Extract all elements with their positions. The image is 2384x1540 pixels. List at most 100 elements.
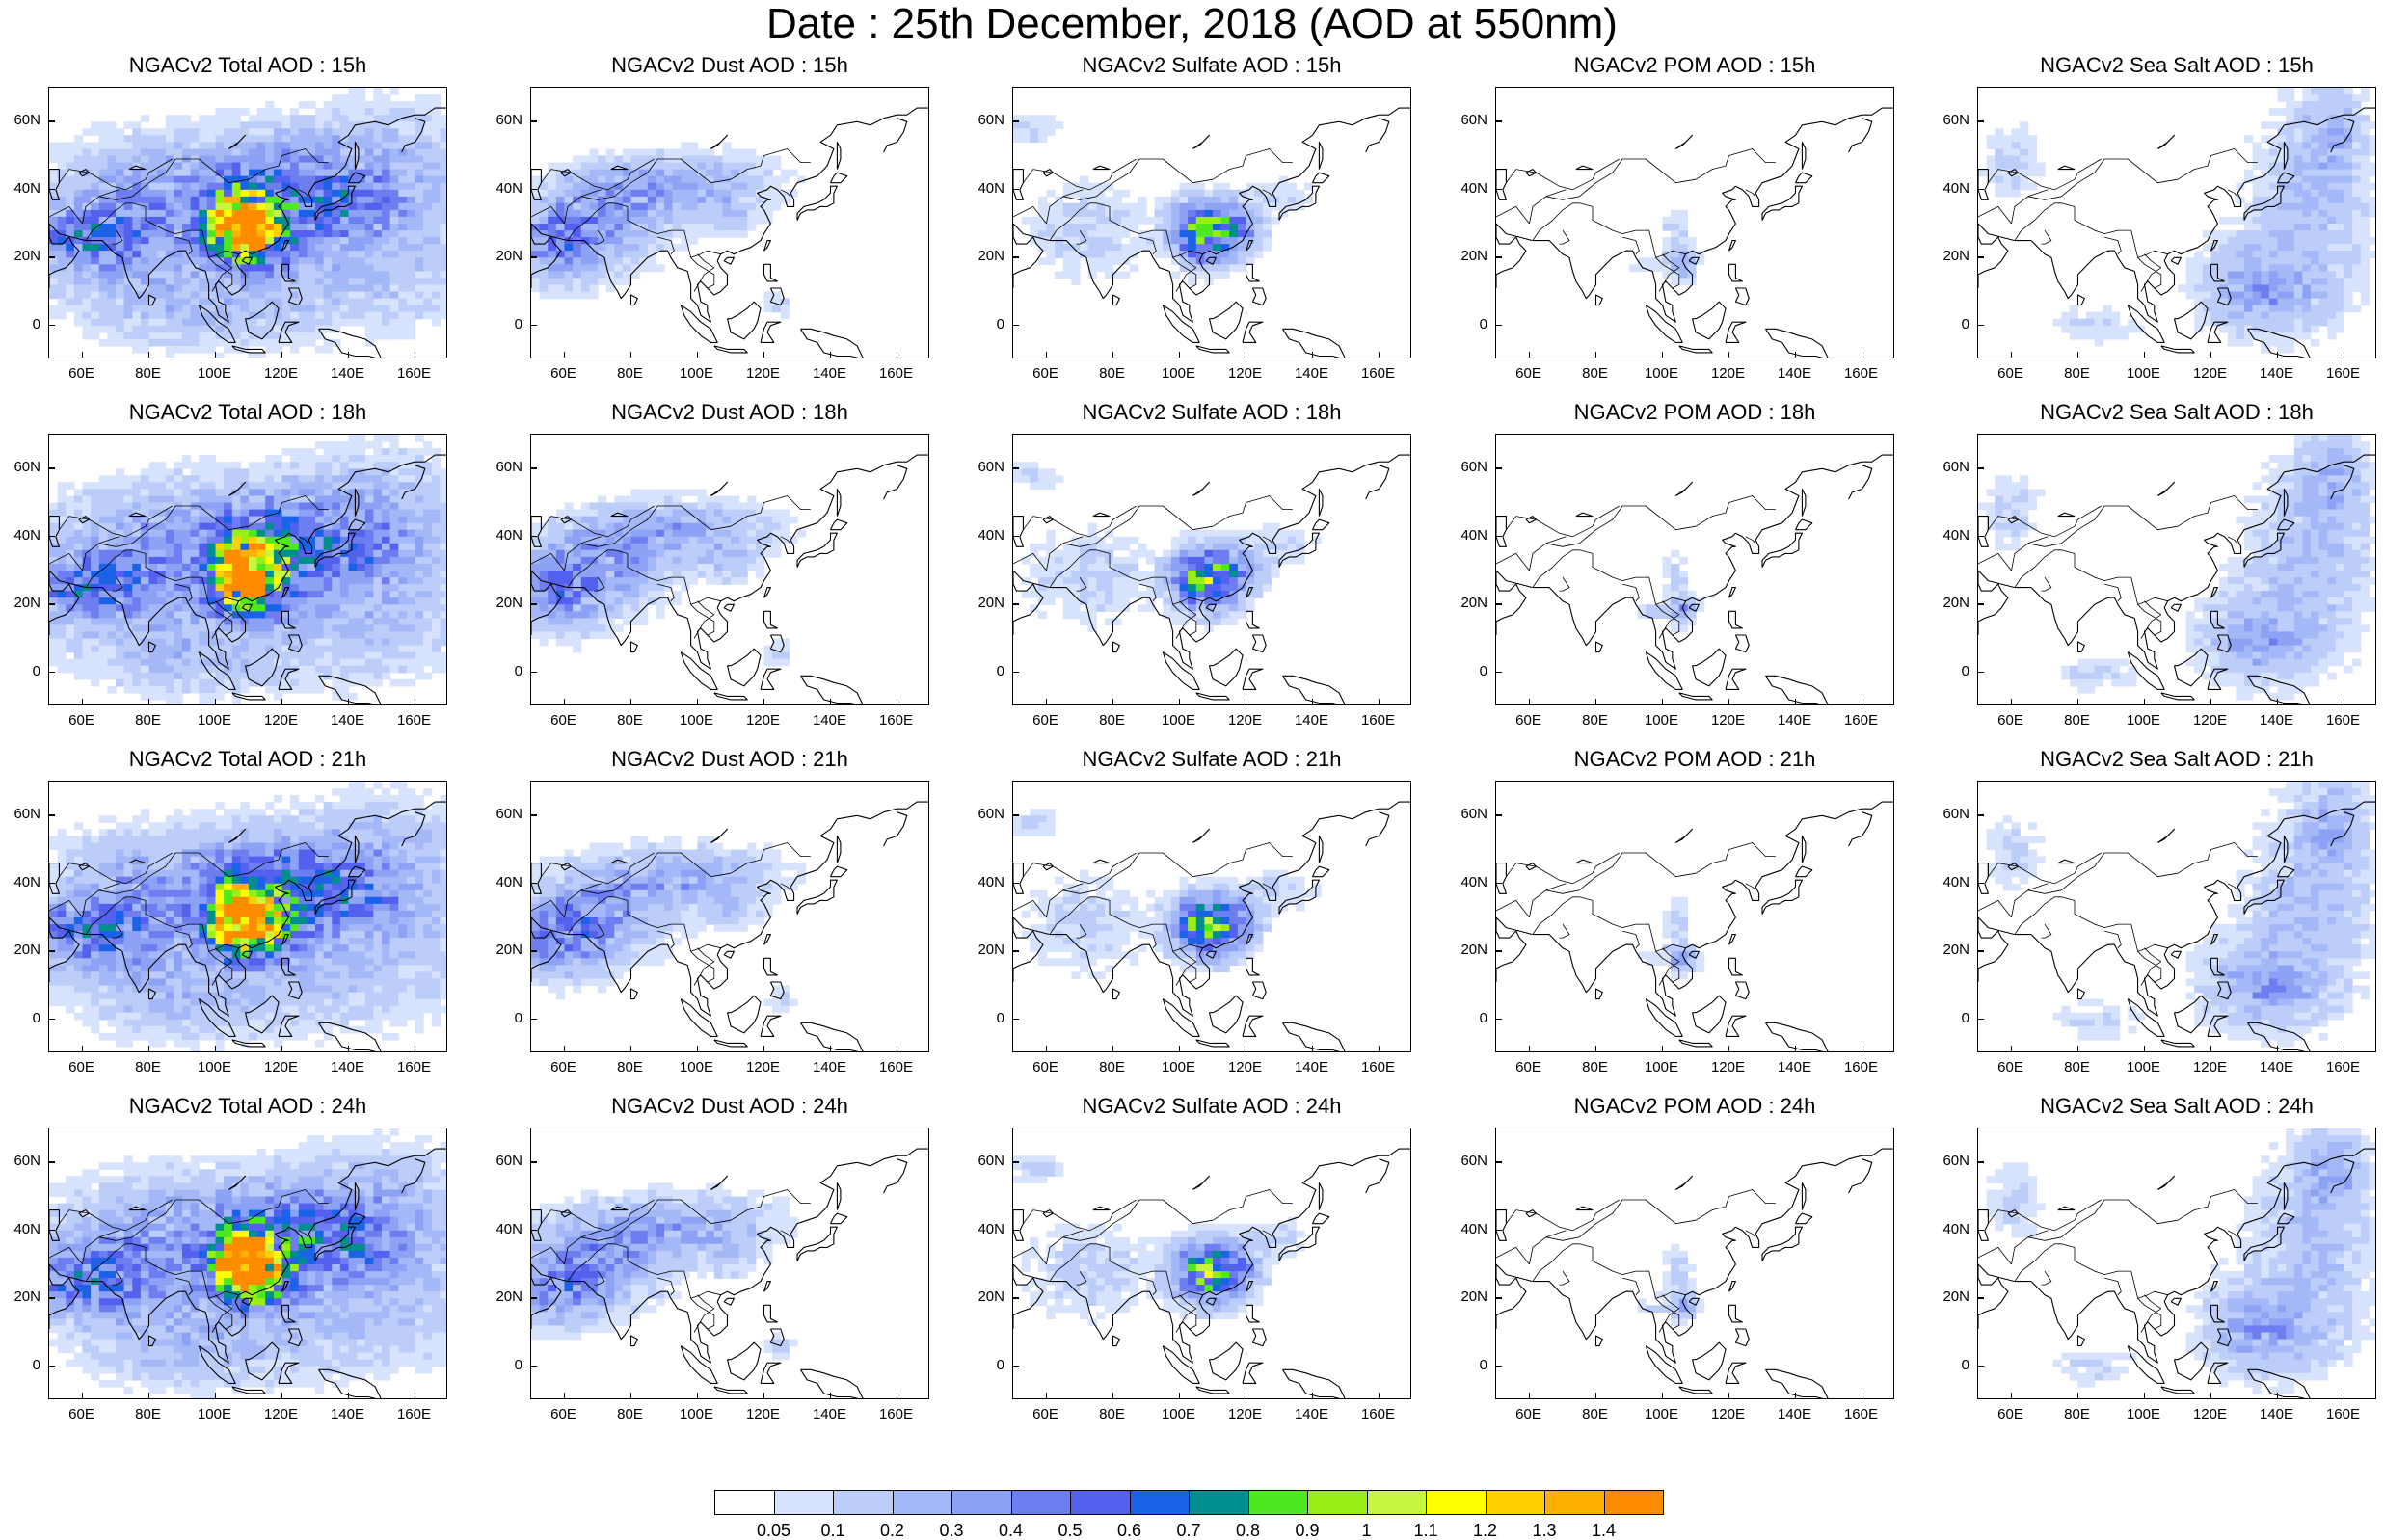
aod-cell — [332, 94, 341, 102]
aod-cell — [706, 148, 715, 157]
aod-cell — [174, 522, 183, 531]
aod-cell — [231, 305, 241, 313]
aod-cell — [2293, 271, 2303, 279]
aod-cell — [174, 128, 183, 136]
aod-cell — [364, 148, 374, 157]
aod-cell — [182, 216, 192, 225]
aod-cell — [256, 482, 266, 490]
aod-cell — [348, 509, 358, 518]
aod-cell — [2293, 237, 2303, 245]
aod-cell — [323, 101, 333, 109]
aod-cell — [256, 169, 266, 177]
aod-cell — [140, 345, 150, 354]
aod-cell — [382, 142, 391, 149]
aod-cell — [348, 638, 358, 647]
aod-cell — [231, 556, 241, 565]
aod-cell — [182, 577, 192, 585]
aod-cell — [224, 291, 233, 300]
aod-cell — [1262, 202, 1272, 211]
aod-cell — [406, 549, 416, 558]
aod-cell — [339, 604, 350, 612]
aod-cell — [389, 502, 399, 511]
aod-cell — [548, 237, 557, 245]
aod-cell — [182, 148, 192, 157]
aod-cell — [199, 305, 208, 313]
aod-cell — [382, 495, 391, 504]
aod-cell — [332, 305, 341, 313]
aod-cell — [423, 495, 433, 504]
aod-cell — [348, 482, 358, 490]
aod-cell — [406, 298, 416, 306]
aod-cell — [423, 169, 433, 177]
aod-cell — [357, 489, 366, 496]
aod-cell — [240, 298, 250, 306]
aod-cell — [431, 529, 441, 538]
aod-cell — [182, 311, 192, 320]
aod-cell — [589, 196, 599, 204]
aod-cell — [339, 502, 350, 511]
aod-cell — [398, 216, 408, 225]
aod-cell — [206, 489, 217, 496]
aod-cell — [231, 482, 241, 490]
aod-cell — [157, 563, 167, 571]
aod-cell — [364, 108, 374, 116]
aod-cell — [357, 251, 366, 258]
aod-cell — [688, 196, 699, 204]
aod-cell — [348, 216, 358, 225]
aod-cell — [555, 202, 566, 211]
aod-cell — [398, 101, 408, 109]
aod-cell — [73, 135, 84, 143]
aod-cell — [573, 169, 582, 177]
panel-title: NGACv2 Sulfate AOD : 15h — [1082, 53, 1342, 77]
aod-cell — [215, 189, 225, 198]
aod-cell — [66, 522, 75, 531]
aod-cell — [731, 230, 740, 238]
aod-cell — [348, 237, 358, 245]
aod-cell — [332, 522, 341, 531]
aod-cell — [190, 230, 200, 238]
aod-cell — [2268, 169, 2279, 177]
aod-cell — [256, 251, 266, 258]
aod-cell — [98, 271, 108, 279]
aod-cell — [2344, 115, 2353, 122]
aod-cell — [415, 224, 424, 231]
aod-cell — [357, 101, 366, 109]
aod-cell — [697, 224, 707, 231]
aod-cell — [539, 284, 549, 293]
aod-cell — [357, 189, 366, 198]
aod-cell — [415, 543, 424, 551]
aod-cell — [1195, 202, 1205, 211]
aod-cell — [415, 591, 424, 598]
aod-cell — [240, 631, 250, 640]
aod-cell — [382, 298, 391, 306]
aod-cell — [630, 237, 640, 245]
aod-cell — [307, 216, 316, 225]
aod-cell — [66, 305, 75, 313]
aod-cell — [307, 264, 316, 272]
aod-cell — [564, 189, 574, 198]
aod-cell — [2094, 311, 2103, 320]
aod-cell — [123, 584, 133, 592]
aod-cell — [357, 556, 366, 565]
aod-cell — [182, 169, 192, 177]
aod-cell — [2002, 169, 2013, 177]
aod-cell — [1021, 216, 1031, 225]
aod-cell — [1030, 121, 1039, 129]
aod-cell — [157, 182, 167, 191]
aod-cell — [406, 121, 416, 129]
aod-cell — [539, 257, 549, 265]
aod-cell — [49, 230, 59, 238]
aod-cell — [2261, 271, 2270, 279]
aod-cell — [57, 543, 67, 551]
aod-cell — [174, 624, 183, 633]
aod-cell — [49, 142, 59, 149]
coastline — [1645, 305, 1683, 343]
aod-cell — [91, 257, 100, 265]
aod-cell — [598, 271, 607, 279]
country-border — [567, 202, 721, 258]
aod-cell — [98, 135, 108, 143]
aod-cell — [281, 169, 291, 177]
aod-cell — [1037, 224, 1048, 231]
aod-cell — [389, 264, 399, 272]
aod-cell — [763, 189, 773, 198]
